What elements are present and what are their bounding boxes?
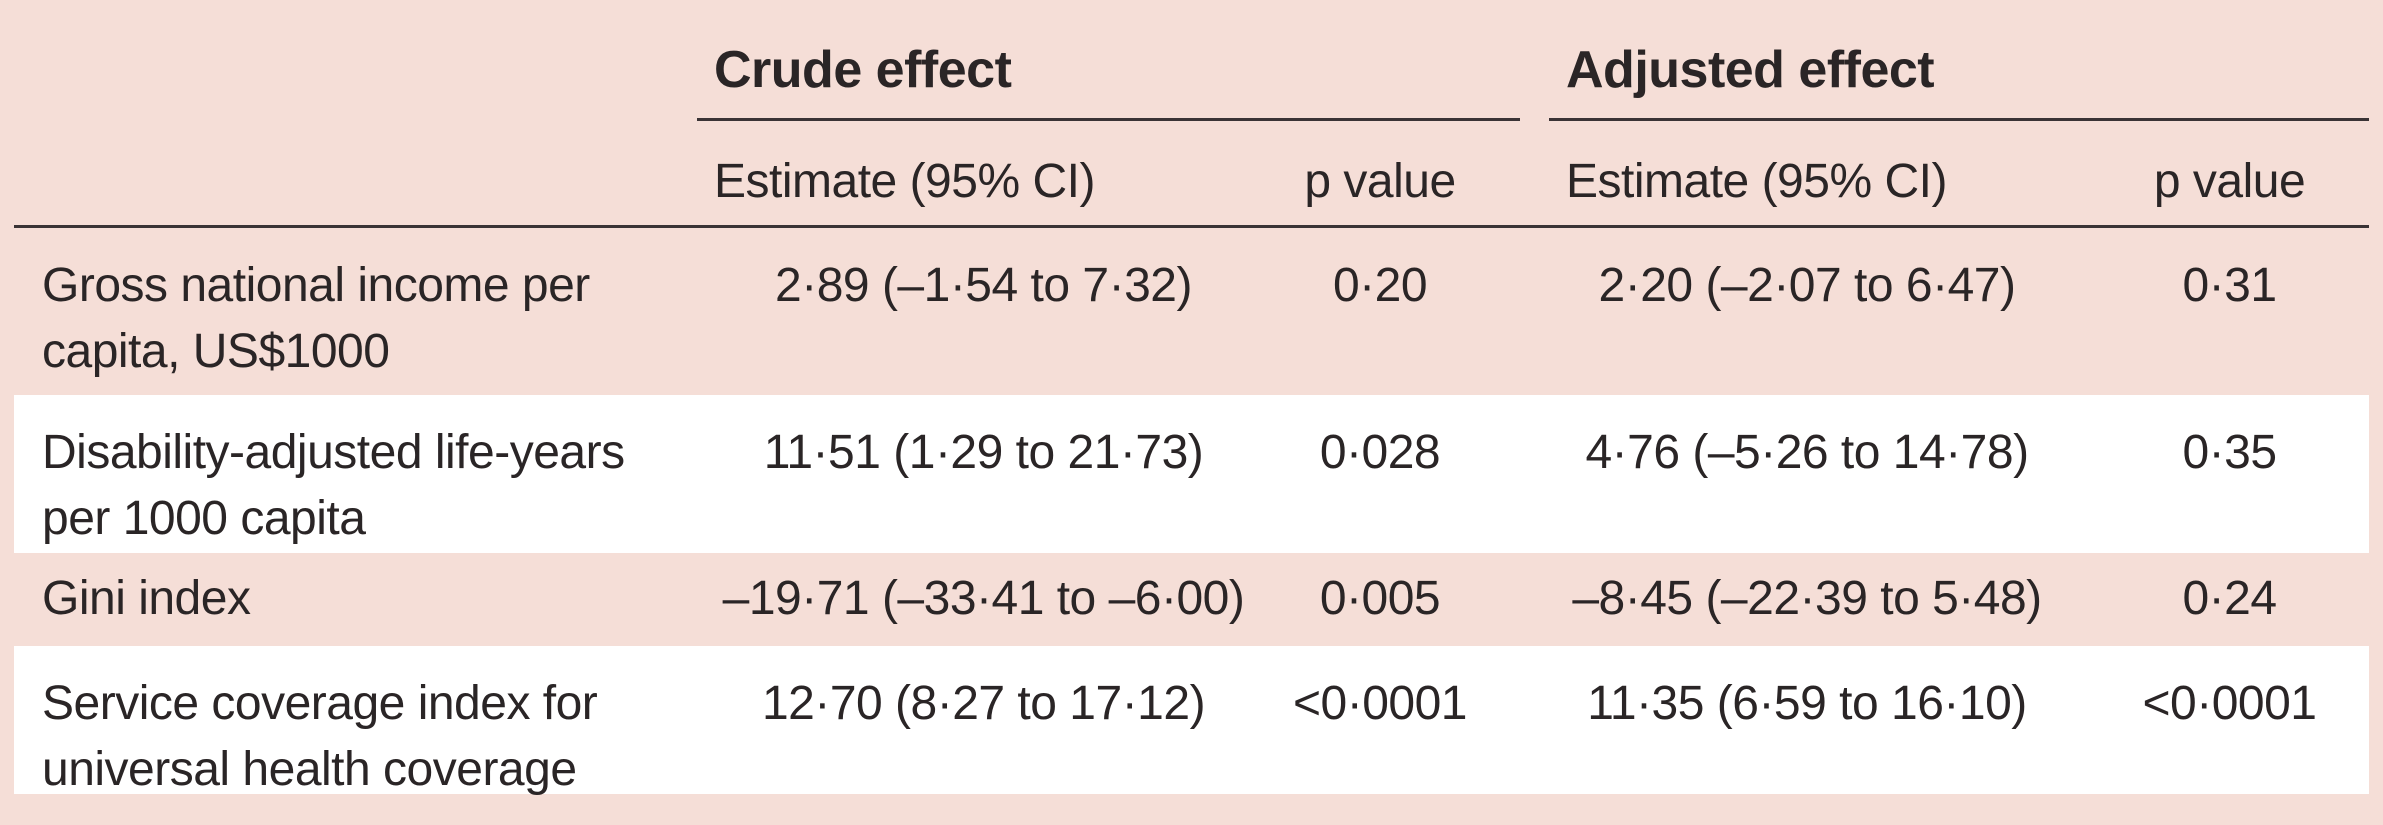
- column-header-adjusted-p: p value: [2153, 155, 2306, 208]
- column-gap: [1520, 646, 1549, 803]
- row-label-line-1: Disability-adjusted life-years: [42, 426, 625, 479]
- row-label-line-1: Gross national income per: [42, 259, 590, 312]
- column-gap: [1520, 395, 1549, 553]
- adjusted-p-cell: 0·31: [2182, 259, 2277, 312]
- row-label: Gross national income per capita, US$100…: [14, 228, 697, 395]
- row-label: Service coverage index for universal hea…: [14, 646, 697, 803]
- adjusted-estimate-cell: –8·45 (–22·39 to 5·48): [1572, 572, 2042, 625]
- group-header-crude-label: Crude effect: [714, 41, 1012, 99]
- crude-p-cell: 0·005: [1319, 572, 1441, 625]
- column-header-row: Estimate (95% CI) p value Estimate (95% …: [14, 121, 2369, 228]
- column-gap: [1520, 228, 1549, 395]
- row-label-line-1: Gini index: [42, 572, 251, 625]
- row-label-line-2: per 1000 capita: [42, 492, 366, 545]
- adjusted-estimate-cell: 2·20 (–2·07 to 6·47): [1598, 259, 2016, 312]
- row-label-line-2: universal health coverage: [42, 743, 577, 796]
- crude-p-cell: <0·0001: [1293, 677, 1468, 730]
- crude-p-cell: 0·20: [1332, 259, 1428, 312]
- row-label-line-2: capita, US$1000: [42, 325, 390, 378]
- table-row-uhc: Service coverage index for universal hea…: [14, 646, 2369, 796]
- crude-estimate-cell: 11·51 (1·29 to 21·73): [763, 426, 1204, 479]
- group-header-crude: Crude effect: [697, 0, 1520, 121]
- group-header-adjusted-label: Adjusted effect: [1566, 41, 1935, 99]
- crude-p-cell: 0·028: [1319, 426, 1441, 479]
- table-row-gni: Gross national income per capita, US$100…: [14, 228, 2369, 395]
- column-header-crude-estimate: Estimate (95% CI): [714, 155, 1095, 208]
- row-label: Gini index: [14, 553, 697, 646]
- crude-estimate-cell: –19·71 (–33·41 to –6·00): [722, 572, 1245, 625]
- row-label-line-1: Service coverage index for: [42, 677, 598, 730]
- label-column-subheader-empty: [14, 121, 697, 225]
- label-column-header-empty: [14, 0, 697, 121]
- adjusted-p-cell: 0·24: [2182, 572, 2277, 625]
- column-gap: [1520, 121, 1549, 225]
- column-header-crude-p: p value: [1304, 155, 1456, 208]
- group-header-adjusted: Adjusted effect: [1549, 0, 2369, 121]
- crude-estimate-cell: 2·89 (–1·54 to 7·32): [775, 259, 1192, 312]
- row-label: Disability-adjusted life-years per 1000 …: [14, 395, 697, 553]
- adjusted-p-cell: 0·35: [2182, 426, 2277, 479]
- column-header-adjusted-estimate: Estimate (95% CI): [1566, 155, 1947, 208]
- adjusted-p-cell: <0·0001: [2142, 677, 2318, 730]
- table-row-gini: Gini index –19·71 (–33·41 to –6·00) 0·00…: [14, 553, 2369, 646]
- adjusted-estimate-cell: 11·35 (6·59 to 16·10): [1587, 677, 2027, 730]
- table-row-daly: Disability-adjusted life-years per 1000 …: [14, 395, 2369, 553]
- group-header-row: Crude effect Adjusted effect: [14, 0, 2369, 121]
- column-gap: [1520, 553, 1549, 646]
- adjusted-estimate-cell: 4·76 (–5·26 to 14·78): [1585, 426, 2029, 479]
- crude-estimate-cell: 12·70 (8·27 to 17·12): [761, 677, 1206, 730]
